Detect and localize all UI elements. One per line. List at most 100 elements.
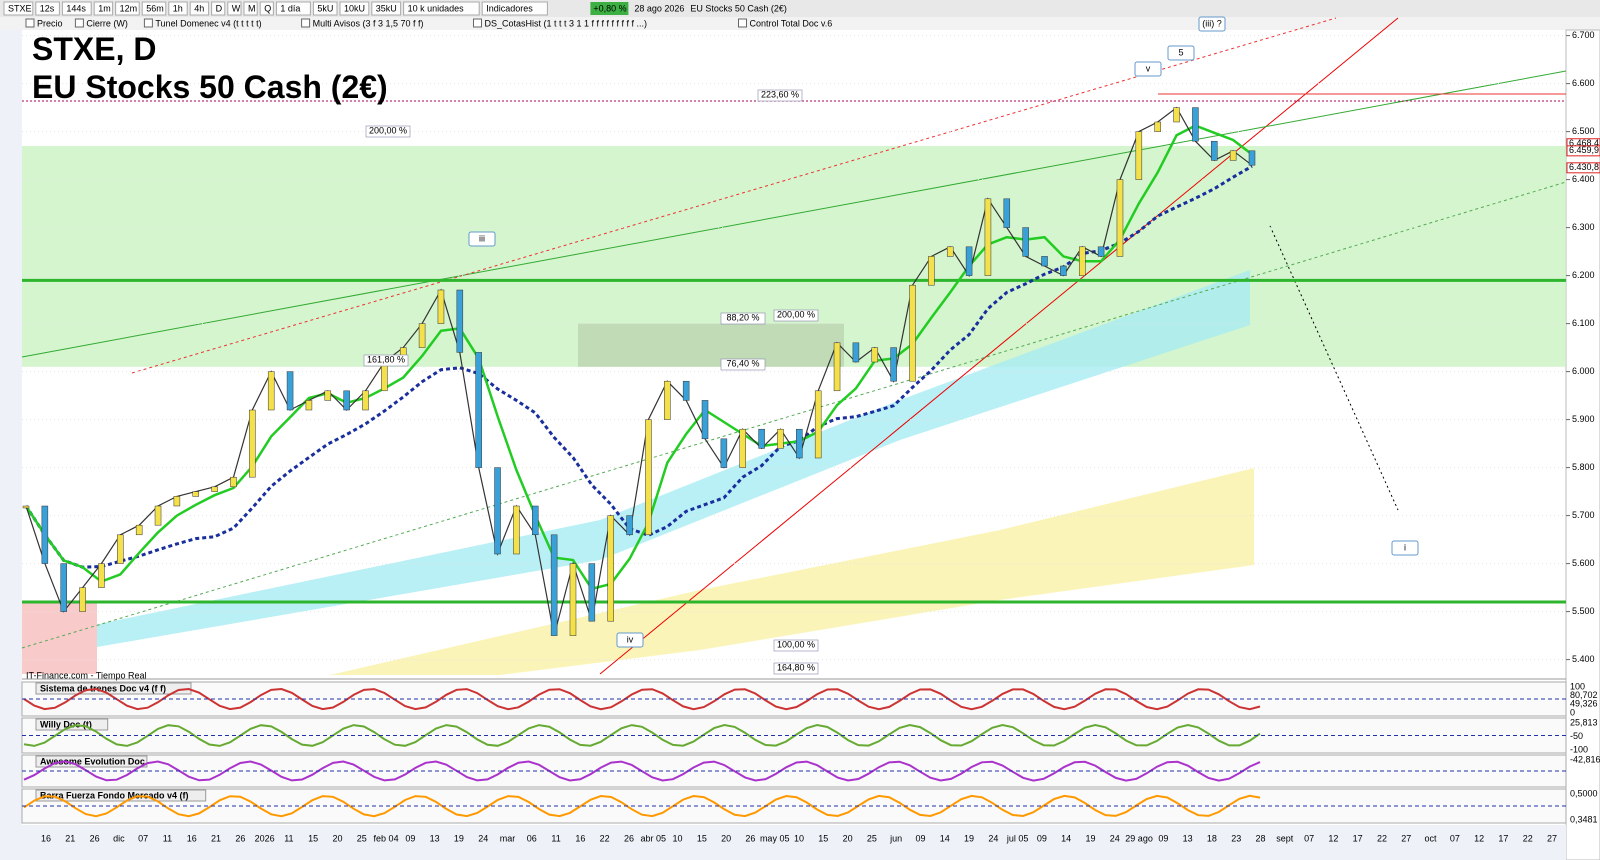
date-label: 11: [163, 833, 172, 843]
date-label: 14: [940, 833, 950, 843]
candle: [739, 428, 746, 468]
price-tag-label: 6.430,8: [1569, 162, 1599, 172]
date-label: 19: [454, 833, 464, 843]
toolbar-button[interactable]: [227, 1, 242, 16]
toolbar-label[interactable]: 35kU: [376, 3, 397, 13]
toolbar-label[interactable]: 4h: [194, 3, 204, 13]
toolbar-label[interactable]: 10 k unidades: [408, 3, 465, 13]
toolbar-button[interactable]: [141, 1, 167, 16]
toolbar-label[interactable]: 144s: [66, 3, 86, 13]
y-tick-label: 6.700: [1572, 30, 1595, 40]
date-label: 21: [211, 833, 221, 843]
toolbar-button[interactable]: [259, 1, 274, 16]
date-label: 22: [600, 833, 610, 843]
candle: [418, 323, 426, 348]
toolbar-label[interactable]: 12s: [40, 3, 55, 13]
indicator-box[interactable]: [473, 18, 482, 28]
date-label: 12: [1328, 833, 1338, 843]
candle: [550, 534, 558, 636]
toolbar-button[interactable]: [189, 1, 210, 16]
toolbar-button[interactable]: [3, 1, 34, 16]
date-label: feb 04: [374, 833, 399, 843]
indicator-label[interactable]: Control Total Doc v.6: [750, 18, 833, 28]
candle: [984, 198, 992, 276]
candle: [1060, 265, 1067, 276]
date-label: 25: [867, 833, 877, 843]
toolbar-label[interactable]: 1m: [98, 3, 111, 13]
candle: [777, 428, 784, 449]
indicator-box[interactable]: [738, 18, 747, 28]
toolbar-button[interactable]: [35, 1, 60, 16]
indicator-label[interactable]: DS_CotasHist (1 t t t 3 1 1 f f f f f f …: [485, 18, 648, 28]
toolbar-label[interactable]: 10kU: [344, 3, 365, 13]
date-label: 06: [527, 833, 537, 843]
toolbar-button[interactable]: [312, 1, 338, 16]
toolbar-button[interactable]: [371, 1, 402, 16]
toolbar-label[interactable]: M: [248, 3, 256, 13]
toolbar-label[interactable]: 1 día: [280, 3, 300, 13]
panel-axis-label: -100: [1570, 744, 1588, 754]
indicator-label[interactable]: Precio: [37, 18, 63, 28]
indicator-box[interactable]: [74, 18, 84, 28]
date-label: jun: [889, 833, 902, 843]
toolbar-button[interactable]: [403, 1, 480, 16]
toolbar-button[interactable]: [115, 1, 140, 16]
toolbar-button[interactable]: [61, 1, 92, 16]
toolbar-label[interactable]: 56m: [146, 3, 164, 13]
date-label: 22: [1523, 833, 1533, 843]
indicator-label[interactable]: Cierre (W): [86, 18, 128, 28]
panel-axis-label: -42,816: [1570, 754, 1600, 764]
candle: [532, 505, 539, 536]
toolbar-button[interactable]: [275, 1, 311, 16]
wave-label-box: [1167, 45, 1195, 61]
date-label: 2026: [255, 833, 275, 843]
indicator-label[interactable]: Multi Avisos (3 f 3 1,5 70 f f): [313, 18, 424, 28]
date-label: 10: [794, 833, 804, 843]
toolbar-label[interactable]: 5kU: [317, 3, 333, 13]
wave-label: iii: [479, 233, 485, 243]
toolbar-label[interactable]: STXE: [8, 3, 32, 13]
candle: [60, 563, 67, 612]
y-tick-label: 5.400: [1572, 654, 1595, 664]
indicator-box[interactable]: [301, 18, 311, 28]
toolbar-label[interactable]: 1h: [173, 3, 183, 13]
trend-line: [21, 181, 1567, 649]
candle: [475, 352, 482, 468]
date-label: 17: [1353, 833, 1363, 843]
indicator-box[interactable]: [143, 18, 153, 28]
toolbar-label[interactable]: Indicadores: [486, 3, 533, 13]
indicator-label[interactable]: Tunel Domenec v4 (t t t t t): [155, 18, 261, 28]
price-tag-label: 6.468,4: [1569, 138, 1599, 148]
toolbar-button[interactable]: [168, 1, 188, 16]
candle: [343, 390, 350, 411]
candle: [965, 246, 973, 276]
toolbar-label[interactable]: 12m: [120, 3, 138, 13]
date-label: 15: [818, 833, 828, 843]
toolbar-button[interactable]: [93, 1, 114, 16]
wave-label: i: [1404, 542, 1406, 552]
source: IT-Finance.com - Tiempo Real: [26, 670, 147, 680]
date-label: 12: [1474, 833, 1484, 843]
wave-label-box: [468, 231, 496, 247]
date-label: oct: [1425, 833, 1438, 843]
toolbar-button[interactable]: [481, 1, 548, 16]
date-label: abr 05: [640, 833, 666, 843]
date-label: 09: [405, 833, 415, 843]
price-tag-label: 6.459,9: [1569, 145, 1599, 155]
toolbar-button[interactable]: [211, 1, 226, 16]
tool-strip: [0, 30, 22, 860]
toolbar-button[interactable]: [243, 1, 258, 16]
candle: [569, 563, 577, 636]
y-tick-label: 6.400: [1572, 174, 1595, 184]
date-label: 21: [65, 833, 75, 843]
toolbar-label[interactable]: Q: [264, 3, 271, 13]
indicator-box[interactable]: [25, 18, 35, 28]
toolbar-label[interactable]: W: [232, 3, 241, 13]
y-tick-label: 6.200: [1572, 270, 1595, 280]
fib-label-box: [365, 125, 411, 138]
date-label: 27: [1547, 833, 1557, 843]
toolbar-label[interactable]: D: [216, 3, 223, 13]
toolbar-button[interactable]: [339, 1, 370, 16]
date-label: 18: [1207, 833, 1217, 843]
